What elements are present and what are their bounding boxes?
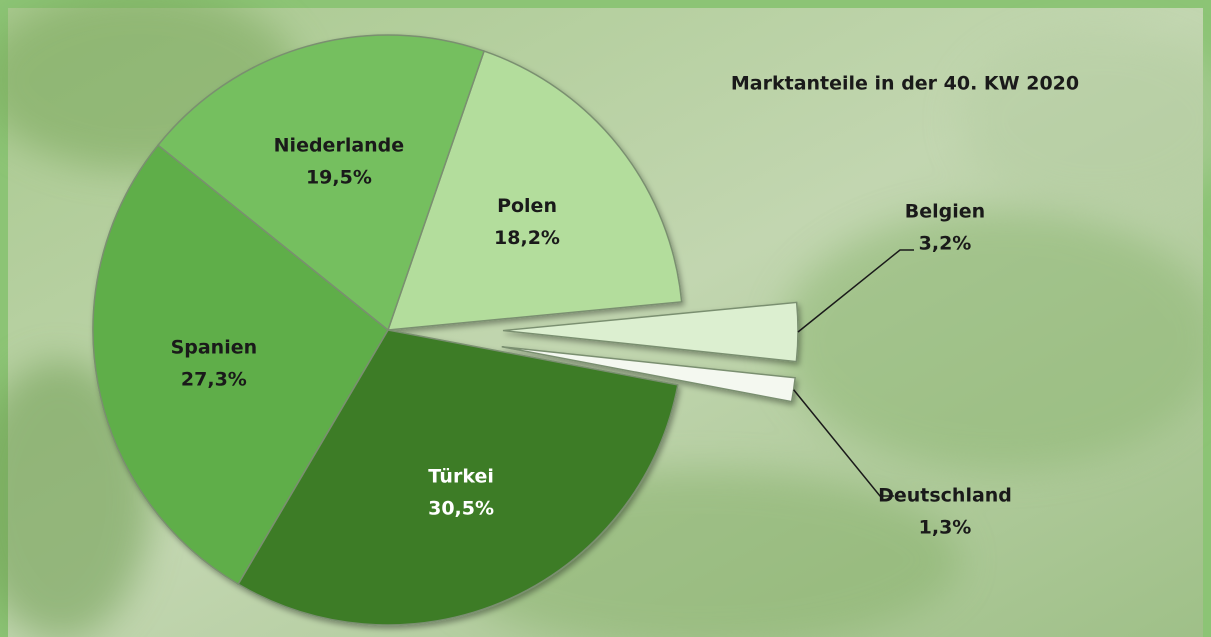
slice-name: Belgien [905, 201, 985, 223]
slice-value-label: 18,2% [494, 227, 560, 249]
chart: Marktanteile in der 40. KW 2020 Polen 18,… [0, 0, 1211, 637]
slice-name: Niederlande [274, 134, 405, 156]
slice-value-label: 30,5% [428, 498, 494, 520]
slice-name: Deutschland [878, 485, 1012, 507]
slice-name: Türkei [428, 466, 494, 488]
chart-title: Marktanteile in der 40. KW 2020 [731, 73, 1079, 95]
slice-value-label: 27,3% [181, 368, 247, 390]
page: Marktanteile in der 40. KW 2020 Polen 18,… [0, 0, 1211, 637]
slice-value-label: 19,5% [306, 166, 372, 188]
slice-value-label: 1,3% [919, 517, 972, 539]
slice-value-label: 3,2% [919, 233, 972, 255]
slice-name: Polen [497, 195, 557, 217]
slice-name: Spanien [171, 336, 258, 358]
